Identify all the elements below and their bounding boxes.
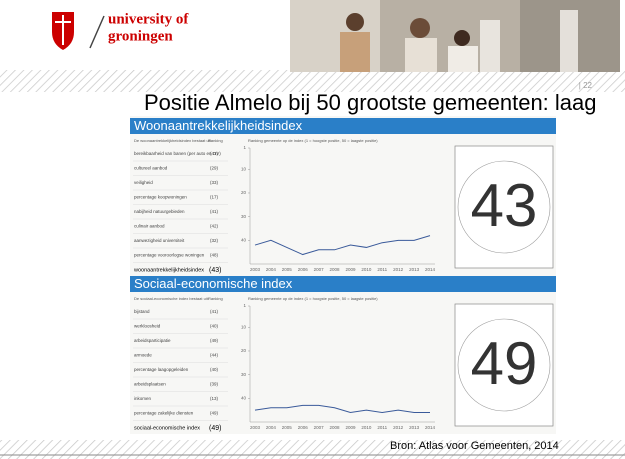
row-label: culinair aanbod [134,224,165,229]
x-tick-label: 2004 [266,267,277,272]
row-rank: (29) [210,166,219,171]
row-label: nabijheid natuurgebieden [134,209,185,214]
header-photo [290,0,620,72]
panel-heading-bar [130,118,556,134]
x-tick-label: 2009 [345,425,356,430]
total-rank: (43) [209,267,221,274]
number-circle [457,318,551,412]
row-rank: (39) [210,382,219,387]
x-tick-label: 2012 [393,267,404,272]
y-tick-label: 1 [243,303,246,308]
row-label: aanwezigheid universiteit [134,238,185,243]
y-tick-label: 30 [241,372,247,377]
row-label: inkomen [134,396,152,401]
panel-heading: Woonaantrekkelijkheidsindex [134,118,303,133]
column-header: De woonaantrekkelijkheidsindex bestaat u… [134,138,212,143]
y-tick-label: 1 [243,145,246,150]
row-rank: (41) [210,209,219,214]
big-number: 43 [471,172,538,239]
row-label: armoede [134,353,152,358]
row-rank: (33) [210,180,219,185]
x-tick-label: 2007 [314,267,325,272]
x-tick-label: 2006 [298,267,309,272]
x-tick-label: 2005 [282,425,293,430]
row-label: percentage laagopgeleiden [134,367,189,372]
row-label: cultureel aanbod [134,166,168,171]
y-tick-label: 40 [241,396,247,401]
y-tick-label: 20 [241,348,247,353]
x-tick-label: 2005 [282,267,293,272]
row-label: bereikbaarheid van banen (per auto en OV… [134,151,221,156]
row-label: percentage vooroorlogse woningen [134,253,205,258]
x-tick-label: 2012 [393,425,404,430]
row-rank: (42) [210,224,219,229]
x-tick-label: 2006 [298,425,309,430]
x-tick-label: 2014 [425,425,436,430]
number-box [454,303,554,427]
y-tick-label: 10 [241,166,247,171]
panel-heading-bar [130,276,556,292]
row-rank: (13) [210,396,219,401]
x-tick-label: 2007 [314,425,325,430]
row-label: percentage zakelijke diensten [134,411,194,416]
row-rank: (17) [210,195,219,200]
row-rank: (49) [210,411,219,416]
slide-title: Positie Almelo bij 50 grootste gemeenten… [144,90,597,115]
x-tick-label: 2010 [361,425,372,430]
x-tick-label: 2013 [409,425,420,430]
number-box [454,145,554,269]
row-label: arbeidsplaatsen [134,382,166,387]
source: Bron: Atlas voor Gemeenten, 2014 [390,440,559,452]
y-tick-label: 30 [241,214,247,219]
row-label: bijstand [134,309,150,314]
number-circle [457,160,551,254]
x-tick-label: 2010 [361,267,372,272]
row-rank: (41) [210,309,219,314]
row-label: arbeidsparticipatie [134,338,171,343]
x-tick-label: 2004 [266,425,277,430]
row-rank: (40) [210,324,219,329]
column-header: Ranking [208,296,223,301]
panel-heading: Sociaal-economische index [134,276,293,291]
row-rank: (41) [210,151,219,156]
x-tick-label: 2013 [409,267,420,272]
row-rank: (48) [210,253,219,258]
column-header: Ranking [208,138,223,143]
row-rank: (49) [210,338,219,343]
column-header: Ranking gemeente op de index (1 = hoogst… [248,138,378,143]
big-number: 49 [471,330,538,397]
column-header: Ranking gemeente op de index (1 = hoogst… [248,296,378,301]
total-label: sociaal-economische index [134,425,200,431]
row-rank: (44) [210,353,219,358]
y-tick-label: 20 [241,190,247,195]
logo [52,12,105,50]
x-tick-label: 2008 [330,267,341,272]
line-series [254,404,430,414]
x-tick-label: 2011 [377,425,387,430]
line-series [254,235,431,256]
row-label: veiligheid [134,180,153,185]
logo-text: groningen [108,28,173,44]
logo-text: university of [108,11,189,27]
row-rank: (40) [210,367,219,372]
x-tick-label: 2009 [345,267,356,272]
row-label: percentage koopwoningen [134,195,187,200]
total-rank: (49) [209,425,221,432]
column-header: De sociaal-economische index bestaat uit… [134,296,209,301]
x-tick-label: 2011 [377,267,387,272]
row-rank: (32) [210,238,219,243]
row-label: werkloosheid [134,324,161,329]
x-tick-label: 2003 [250,425,261,430]
total-label: woonaantrekkelijkheidsindex [133,267,204,273]
x-tick-label: 2008 [330,425,341,430]
x-tick-label: 2003 [250,267,261,272]
y-tick-label: 10 [241,324,247,329]
y-tick-label: 40 [241,238,247,243]
x-tick-label: 2014 [425,267,436,272]
slide-number: | 22 [579,81,593,90]
